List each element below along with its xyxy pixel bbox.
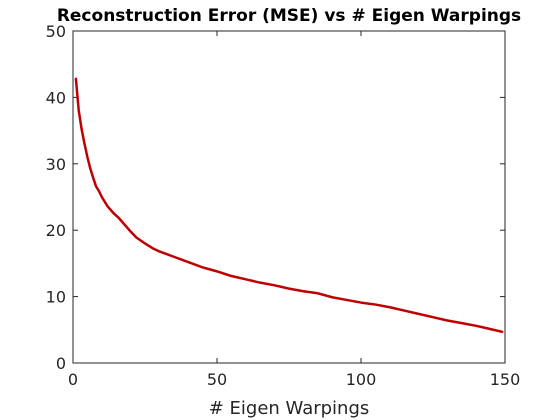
axis-ticks <box>72 30 506 364</box>
series-group <box>74 77 504 334</box>
y-tick-label: 30 <box>46 155 66 174</box>
tick-labels: 0 50 100 150 0 10 20 30 40 50 <box>46 22 521 389</box>
x-tick-label: 100 <box>346 370 377 389</box>
y-tick-label: 0 <box>56 354 66 373</box>
plot-area <box>72 30 506 364</box>
series-line-0 <box>74 77 504 334</box>
chart-title: Reconstruction Error (MSE) vs # Eigen Wa… <box>57 6 521 26</box>
y-tick-label: 10 <box>46 288 66 307</box>
y-tick-label: 40 <box>46 88 66 107</box>
x-tick-label: 0 <box>68 370 78 389</box>
x-tick-label: 50 <box>207 370 227 389</box>
y-tick-label: 50 <box>46 22 66 41</box>
x-tick-label: 150 <box>490 370 521 389</box>
x-axis-label: # Eigen Warpings <box>209 398 370 419</box>
y-tick-label: 20 <box>46 221 66 240</box>
